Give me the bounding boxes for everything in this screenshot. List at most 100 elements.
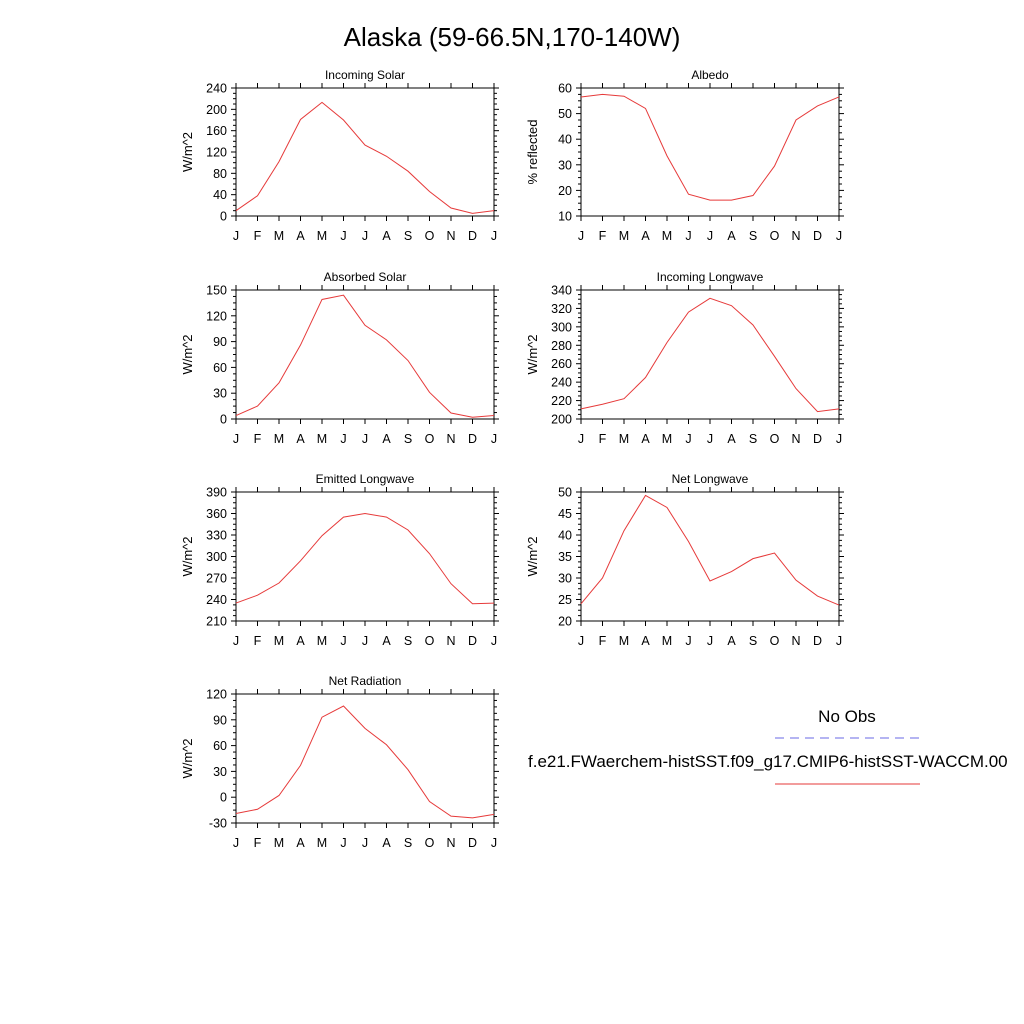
panel-4: Incoming Longwave W/m^2 200 220 240 260 280 300… <box>525 270 844 446</box>
x-tick-label: A <box>296 229 305 243</box>
x-tick-label: F <box>599 229 607 243</box>
x-tick-label: D <box>813 229 822 243</box>
y-tick-label: 60 <box>213 739 227 753</box>
x-tick-label: A <box>641 432 650 446</box>
y-tick-label: 260 <box>551 357 572 371</box>
x-tick-label: N <box>446 836 455 850</box>
series-line <box>580 93 840 201</box>
x-tick-label: M <box>662 229 672 243</box>
y-tick-label: 30 <box>213 387 227 401</box>
x-tick-label: M <box>317 836 327 850</box>
x-tick-label: N <box>446 229 455 243</box>
x-tick-label: J <box>578 432 584 446</box>
y-tick-label: 200 <box>551 413 572 427</box>
plot-frame <box>580 491 840 622</box>
x-tick-label: A <box>727 432 736 446</box>
x-tick-label: J <box>491 836 497 850</box>
x-tick-label: A <box>382 229 391 243</box>
y-axis-label: % reflected <box>525 119 540 184</box>
y-tick-label: 240 <box>206 82 227 96</box>
x-tick-label: S <box>404 836 412 850</box>
y-tick-label: 120 <box>206 688 227 702</box>
x-tick-label: O <box>770 634 780 648</box>
x-tick-label: J <box>340 229 346 243</box>
x-tick-label: D <box>813 634 822 648</box>
x-tick-label: M <box>274 634 284 648</box>
x-tick-label: J <box>707 229 713 243</box>
x-tick-label: J <box>578 634 584 648</box>
x-tick-label: N <box>446 432 455 446</box>
y-tick-label: 90 <box>213 713 227 727</box>
x-tick-label: J <box>836 229 842 243</box>
plot-frame <box>235 491 495 622</box>
y-tick-label: 120 <box>206 309 227 323</box>
x-tick-label: A <box>296 836 305 850</box>
x-tick-label: J <box>685 432 691 446</box>
y-tick-label: 90 <box>213 335 227 349</box>
y-tick-label: 200 <box>206 103 227 117</box>
x-tick-label: N <box>791 634 800 648</box>
panel-title: Absorbed Solar <box>324 270 407 284</box>
x-tick-label: A <box>641 229 650 243</box>
x-tick-label: J <box>233 229 239 243</box>
y-tick-label: 390 <box>206 486 227 500</box>
x-tick-label: M <box>662 634 672 648</box>
x-tick-label: J <box>233 634 239 648</box>
x-tick-label: M <box>317 432 327 446</box>
y-tick-label: 210 <box>206 615 227 629</box>
y-tick-label: 300 <box>551 320 572 334</box>
y-axis-label: W/m^2 <box>180 738 195 778</box>
y-tick-label: 25 <box>558 593 572 607</box>
x-tick-label: M <box>274 432 284 446</box>
x-tick-label: F <box>599 634 607 648</box>
y-tick-label: 0 <box>220 210 227 224</box>
panel-title: Emitted Longwave <box>316 472 415 486</box>
y-tick-label: 280 <box>551 339 572 353</box>
y-tick-label: 10 <box>558 210 572 224</box>
x-tick-label: O <box>770 432 780 446</box>
y-tick-label: 35 <box>558 550 572 564</box>
plot-frame <box>235 693 495 824</box>
x-tick-label: D <box>468 229 477 243</box>
x-tick-label: M <box>619 229 629 243</box>
y-tick-label: 40 <box>558 529 572 543</box>
x-tick-label: O <box>425 634 435 648</box>
y-tick-label: 0 <box>220 413 227 427</box>
y-tick-label: 30 <box>558 158 572 172</box>
x-tick-label: J <box>233 836 239 850</box>
x-tick-label: A <box>382 634 391 648</box>
y-tick-label: 240 <box>206 593 227 607</box>
panel-5: Emitted Longwave W/m^2 210 240 270 300 330 360 3… <box>180 472 499 648</box>
y-tick-label: 40 <box>213 188 227 202</box>
y-tick-label: 220 <box>551 394 572 408</box>
panel-title: Net Radiation <box>329 674 402 688</box>
y-tick-label: 60 <box>558 82 572 96</box>
x-tick-label: J <box>685 634 691 648</box>
y-tick-label: 40 <box>558 133 572 147</box>
x-tick-label: J <box>362 229 368 243</box>
y-tick-label: 45 <box>558 507 572 521</box>
x-tick-label: A <box>641 634 650 648</box>
x-tick-label: D <box>813 432 822 446</box>
series-line <box>235 101 495 214</box>
x-tick-label: S <box>404 634 412 648</box>
y-tick-label: 50 <box>558 486 572 500</box>
x-tick-label: S <box>404 229 412 243</box>
x-tick-label: J <box>362 432 368 446</box>
x-tick-label: J <box>491 229 497 243</box>
y-tick-label: 160 <box>206 124 227 138</box>
x-tick-label: D <box>468 634 477 648</box>
legend-obs-label: No Obs <box>818 707 876 726</box>
panel-title: Albedo <box>691 68 729 82</box>
x-tick-label: S <box>749 634 757 648</box>
x-tick-label: N <box>791 432 800 446</box>
series-line <box>235 512 495 605</box>
series-line <box>580 494 840 606</box>
x-tick-label: J <box>491 634 497 648</box>
y-axis-label: W/m^2 <box>525 536 540 576</box>
